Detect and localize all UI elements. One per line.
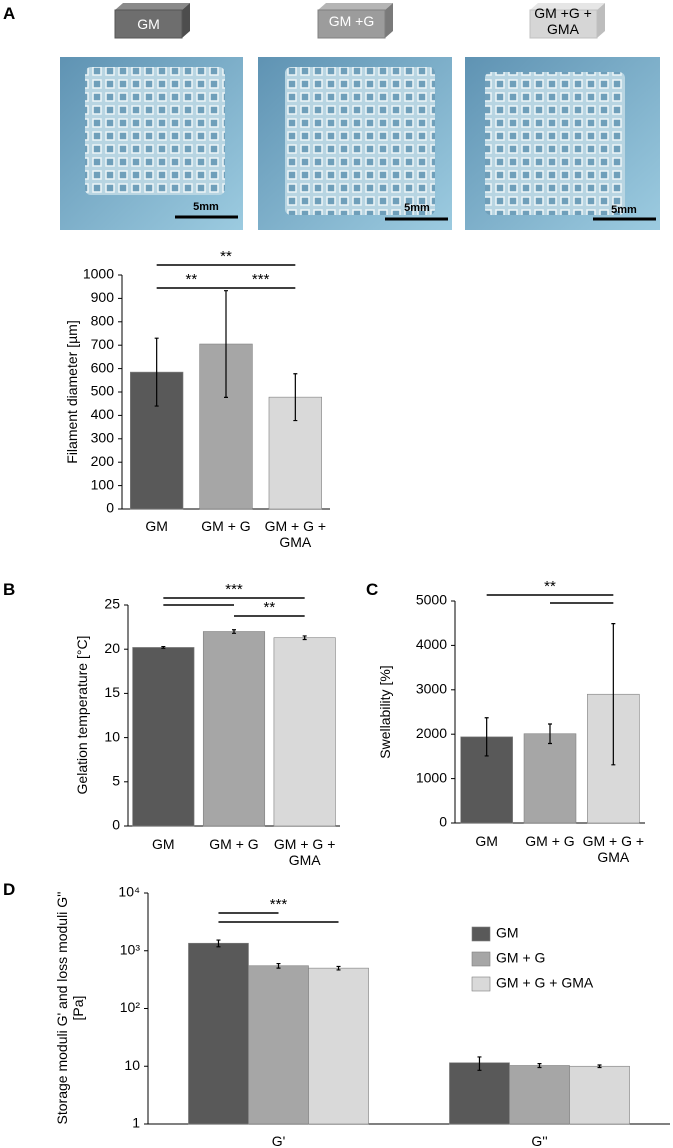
scale-bar-label: 5mm	[611, 204, 637, 216]
y-tick-label: 1000	[416, 769, 447, 785]
error-bar	[336, 965, 341, 971]
y-axis-label: Swellability [%]	[377, 665, 393, 759]
y-tick-label: 2000	[416, 725, 447, 741]
y-tick-label: 1	[132, 1115, 140, 1131]
scale-bar-label: 5mm	[193, 201, 219, 213]
construct-label: GM	[137, 16, 160, 32]
bar	[132, 647, 195, 827]
y-tick-label: 4000	[416, 636, 447, 652]
panel-label: C	[366, 580, 379, 599]
y-tick-label: 1000	[83, 266, 114, 282]
panel-label: B	[3, 580, 16, 599]
photo	[60, 57, 243, 230]
y-tick-label: 600	[91, 359, 115, 375]
y-tick-label: 700	[91, 336, 115, 352]
significance-label: **	[185, 271, 197, 288]
y-tick-label: 800	[91, 313, 115, 329]
error-bar	[302, 635, 307, 641]
x-tick-label: G'	[271, 1133, 286, 1148]
significance-label: ***	[270, 896, 288, 913]
legend-label: GM + G + GMA	[496, 975, 594, 991]
y-tick-label: 10⁴	[118, 884, 140, 900]
panel-label: D	[3, 880, 16, 899]
y-tick-label: 0	[112, 817, 120, 833]
error-bar	[161, 645, 166, 649]
x-tick-label: GM + G	[201, 518, 251, 534]
error-bar	[216, 939, 221, 948]
y-tick-label: 10	[124, 1057, 140, 1073]
error-bar	[224, 290, 228, 398]
error-bar	[293, 373, 298, 422]
y-tick-label: 500	[91, 383, 115, 399]
bar	[273, 637, 336, 827]
y-tick-label: 10	[104, 728, 120, 744]
bar	[569, 1065, 630, 1125]
bar	[188, 942, 249, 1125]
y-tick-label: 5000	[416, 592, 447, 608]
significance-label: ***	[225, 581, 243, 598]
y-axis-label: Gelation temperature [°C]	[74, 635, 90, 795]
bar	[308, 967, 369, 1125]
y-axis-label: Filament diameter [µm]	[64, 320, 80, 464]
significance-label: **	[220, 248, 232, 265]
legend-swatch	[471, 976, 491, 992]
y-axis-label: Storage moduli G' and loss moduli G'' [P…	[54, 891, 86, 1125]
y-tick-label: 400	[91, 406, 115, 422]
y-tick-label: 0	[439, 814, 447, 830]
y-tick-label: 25	[104, 596, 120, 612]
x-tick-label: GM + G + GMA	[582, 833, 645, 865]
error-bar	[276, 962, 281, 969]
y-tick-label: 100	[91, 476, 115, 492]
y-tick-label: 5	[112, 773, 120, 789]
x-tick-label: G''	[531, 1133, 548, 1148]
y-tick-label: 0	[106, 500, 114, 516]
legend-swatch	[471, 926, 491, 942]
x-tick-label: GM + G + GMA	[264, 518, 327, 550]
legend-label: GM	[496, 925, 519, 941]
construct-label: GM +G	[328, 13, 375, 29]
x-tick-label: GM	[145, 518, 168, 534]
significance-label: ***	[252, 271, 270, 288]
bar	[248, 965, 309, 1125]
x-tick-label: GM + G	[525, 833, 575, 849]
y-tick-label: 15	[104, 684, 120, 700]
y-tick-label: 300	[91, 430, 115, 446]
error-bar	[537, 1063, 542, 1069]
construct-icon	[317, 3, 393, 39]
y-tick-label: 10²	[120, 999, 141, 1015]
x-tick-label: GM + G	[209, 836, 259, 852]
bar	[523, 733, 577, 824]
x-tick-label: GM + G + GMA	[273, 836, 336, 868]
error-bar	[477, 1056, 482, 1071]
error-bar	[232, 629, 236, 634]
y-tick-label: 10³	[120, 941, 141, 957]
photo	[465, 57, 660, 230]
bar	[449, 1062, 510, 1125]
error-bar	[548, 723, 552, 745]
scale-bar-label: 5mm	[404, 202, 430, 214]
x-tick-label: GM	[152, 836, 175, 852]
error-bar	[611, 623, 616, 766]
legend-label: GM + G	[496, 950, 545, 966]
y-tick-label: 3000	[416, 681, 447, 697]
panel-label: A	[3, 4, 16, 23]
significance-label: **	[263, 599, 275, 616]
error-bar	[154, 337, 159, 407]
x-tick-label: GM	[475, 833, 498, 849]
y-tick-label: 20	[104, 640, 120, 656]
error-bar	[484, 717, 489, 757]
error-bar	[597, 1064, 602, 1069]
bar	[509, 1065, 570, 1125]
significance-label: **	[544, 578, 556, 595]
photo	[258, 57, 452, 230]
construct-icon	[114, 3, 190, 39]
construct-icon	[529, 3, 605, 39]
construct-label: GM +G + GMA	[534, 5, 592, 37]
y-tick-label: 200	[91, 453, 115, 469]
y-tick-label: 900	[91, 289, 115, 305]
bar	[202, 631, 266, 827]
legend-swatch	[471, 951, 491, 967]
